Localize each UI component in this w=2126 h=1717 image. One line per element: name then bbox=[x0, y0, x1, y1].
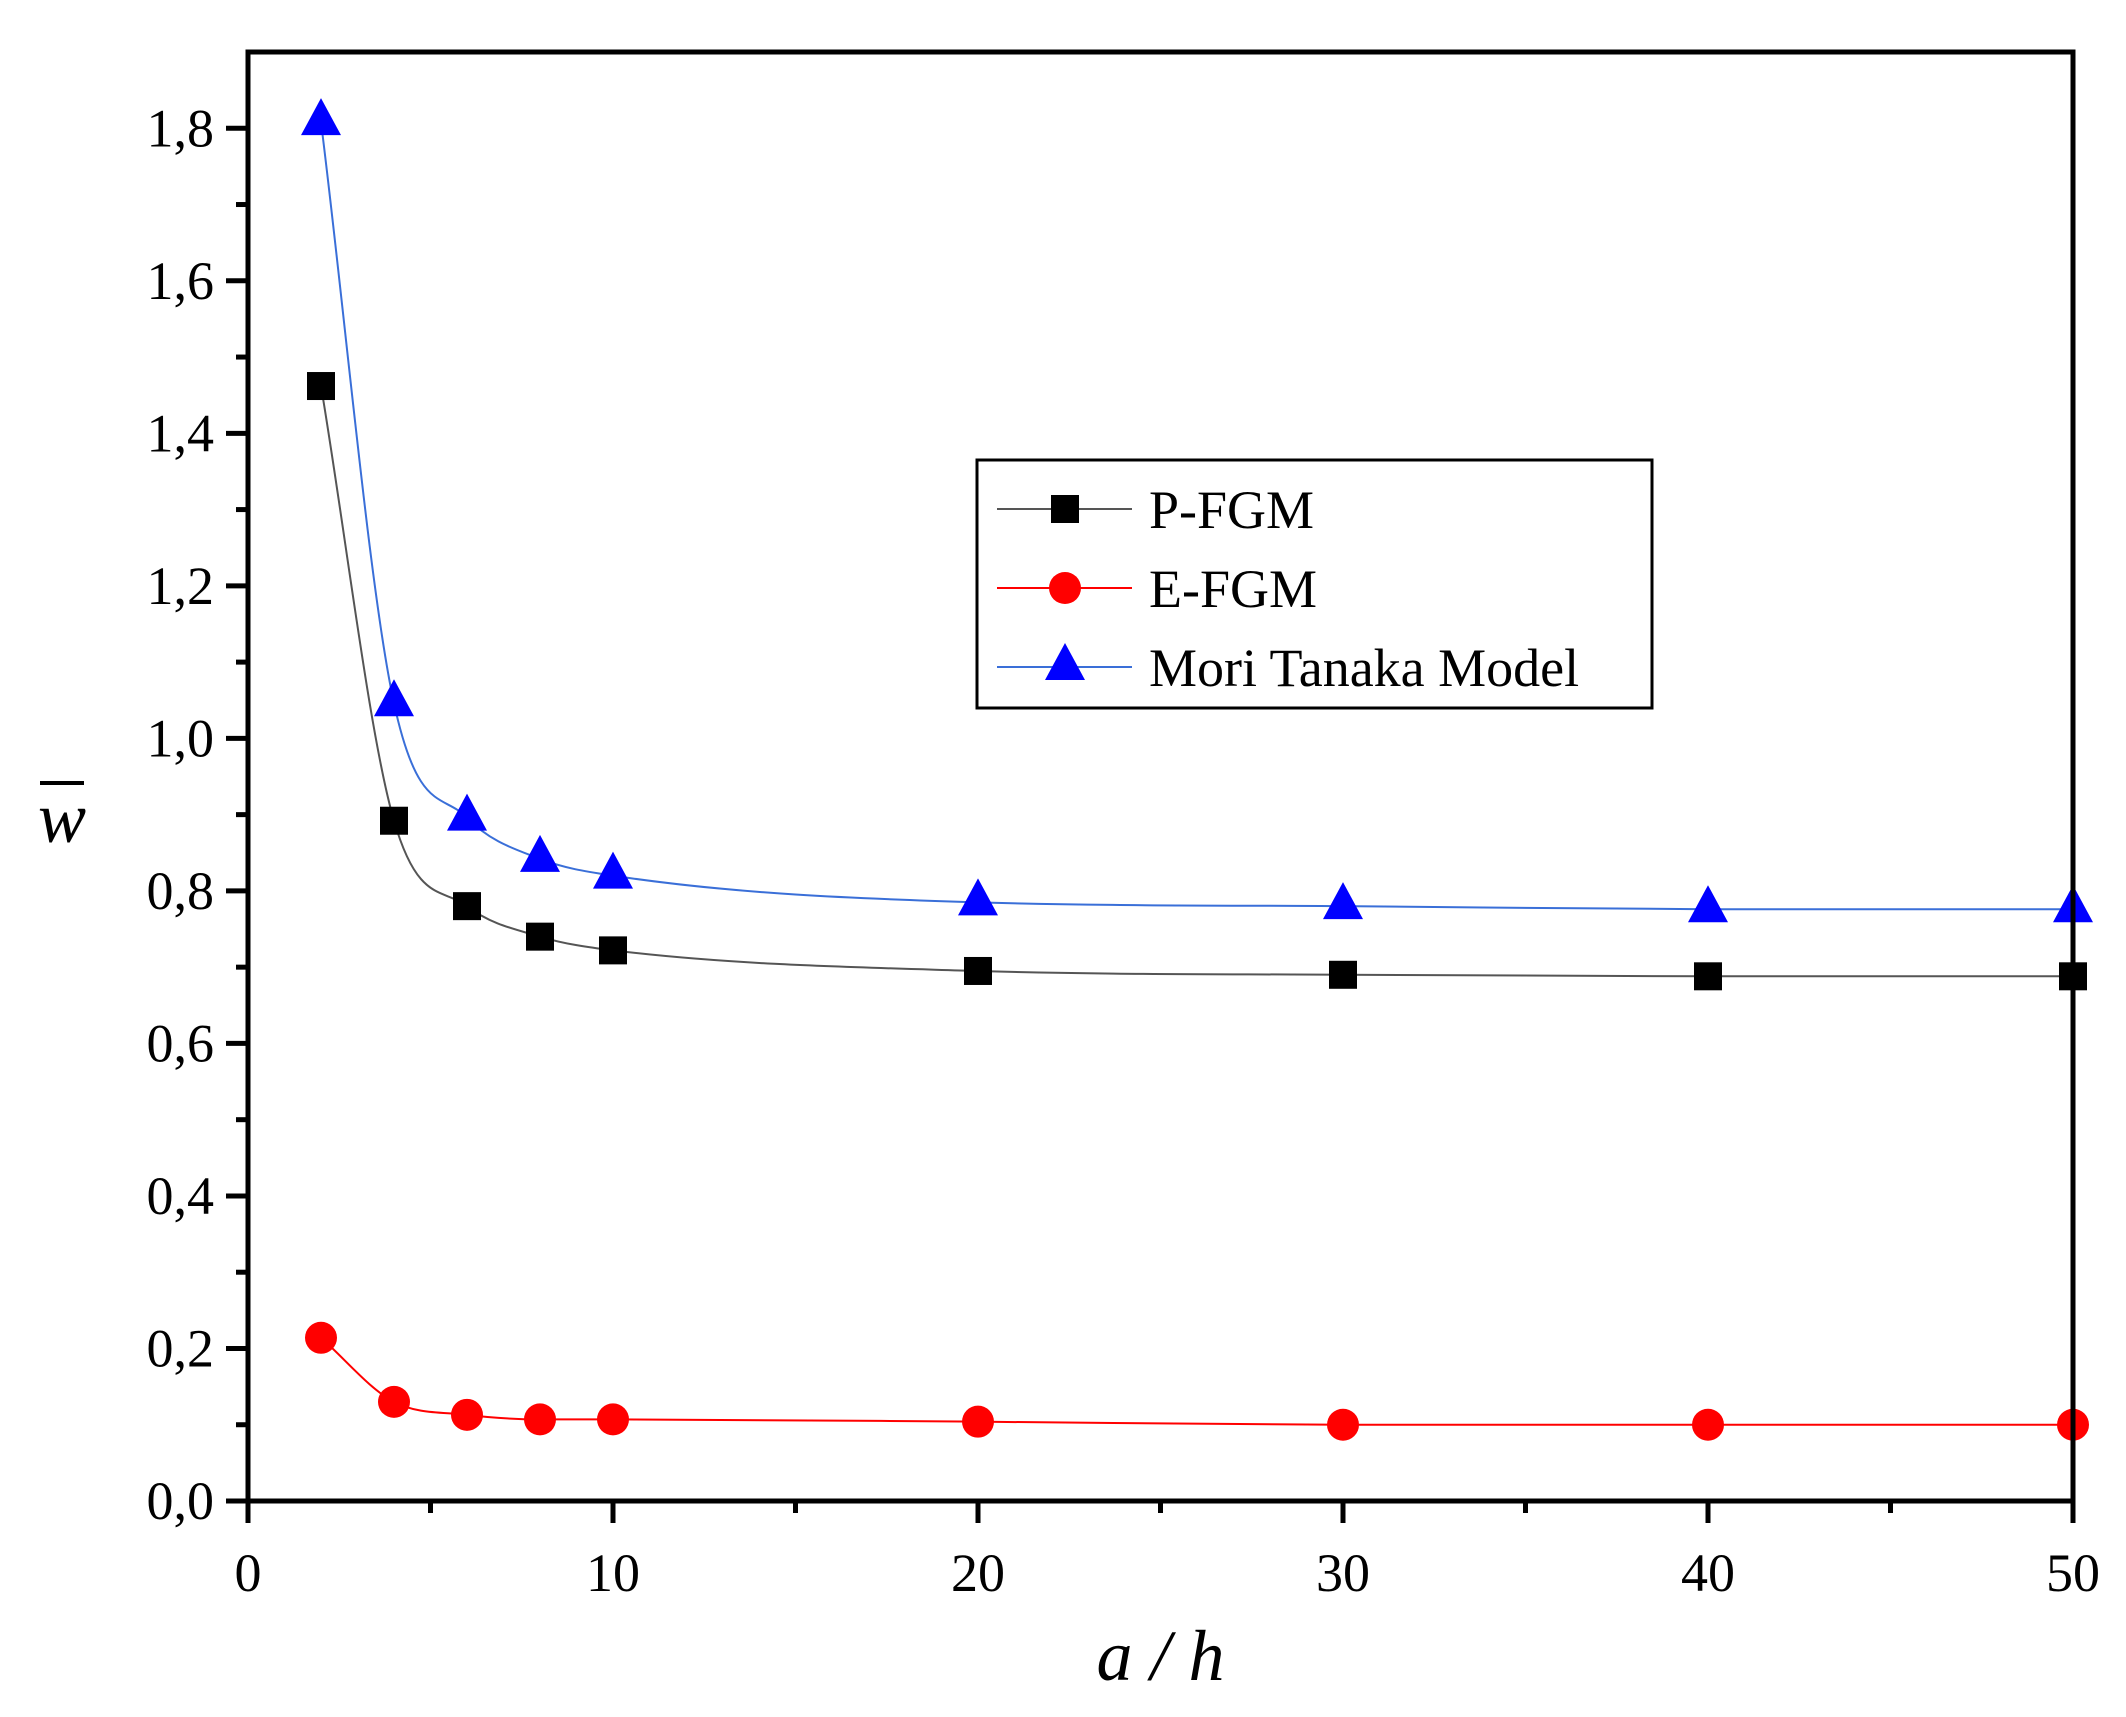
data-point-0 bbox=[964, 956, 992, 985]
data-point-0 bbox=[599, 936, 627, 965]
data-point-2 bbox=[520, 834, 560, 872]
series-curves bbox=[320, 122, 2073, 1426]
legend-marker-2 bbox=[1045, 643, 1085, 680]
legend-label-1: E-FGM bbox=[1149, 559, 1317, 619]
series-markers bbox=[301, 98, 2093, 1441]
x-axis-ticks: 0 10 20 30 40 50 bbox=[235, 1501, 2100, 1603]
legend: P-FGM E-FGM Mori Tanaka Model bbox=[975, 458, 1654, 710]
y-tick-label: 1,0 bbox=[147, 708, 215, 768]
data-point-0 bbox=[453, 892, 481, 921]
data-point-0 bbox=[1694, 962, 1722, 991]
legend-marker-1 bbox=[1049, 572, 1081, 604]
y-tick-label: 1,6 bbox=[147, 251, 215, 311]
legend-marker-0 bbox=[1051, 495, 1079, 523]
data-point-1 bbox=[597, 1403, 629, 1436]
x-tick-label: 50 bbox=[2046, 1543, 2100, 1603]
x-tick-label: 40 bbox=[1681, 1543, 1735, 1603]
data-point-0 bbox=[307, 372, 335, 401]
data-point-1 bbox=[524, 1403, 556, 1436]
data-point-0 bbox=[526, 922, 554, 951]
y-axis-label: w bbox=[38, 778, 86, 858]
y-tick-label: 1,8 bbox=[147, 98, 215, 158]
x-tick-label: 0 bbox=[235, 1543, 262, 1603]
series-line-1 bbox=[320, 1337, 2073, 1426]
x-tick-label: 10 bbox=[586, 1543, 640, 1603]
y-tick-label: 1,2 bbox=[147, 556, 215, 616]
data-point-1 bbox=[1692, 1408, 1724, 1441]
data-point-2 bbox=[958, 878, 998, 916]
legend-label-0: P-FGM bbox=[1149, 480, 1314, 540]
data-point-2 bbox=[374, 679, 414, 717]
y-tick-label: 0,4 bbox=[147, 1166, 215, 1226]
data-point-1 bbox=[378, 1385, 410, 1418]
y-tick-label: 0,0 bbox=[147, 1471, 215, 1531]
legend-label-2: Mori Tanaka Model bbox=[1149, 638, 1579, 698]
x-tick-label: 20 bbox=[951, 1543, 1005, 1603]
data-point-1 bbox=[962, 1405, 994, 1438]
data-point-0 bbox=[1329, 960, 1357, 989]
x-axis-label: a / h bbox=[1096, 1616, 1224, 1696]
y-axis-ticks: 0,0 0,2 0,4 0,6 0,8 1,0 1,2 1,4 1,6 1,8 bbox=[147, 98, 248, 1531]
plot-frame bbox=[245, 49, 2076, 1504]
data-point-0 bbox=[380, 806, 408, 835]
y-tick-label: 0,2 bbox=[147, 1318, 215, 1378]
data-point-2 bbox=[447, 793, 487, 831]
data-point-2 bbox=[301, 98, 341, 136]
data-point-2 bbox=[1323, 882, 1363, 920]
y-tick-label: 0,8 bbox=[147, 861, 215, 921]
x-tick-label: 30 bbox=[1316, 1543, 1370, 1603]
data-point-1 bbox=[1327, 1408, 1359, 1441]
y-tick-label: 1,4 bbox=[147, 403, 215, 463]
data-point-2 bbox=[1688, 885, 1728, 923]
data-point-1 bbox=[451, 1398, 483, 1431]
data-point-2 bbox=[593, 851, 633, 889]
data-point-1 bbox=[305, 1321, 337, 1354]
y-tick-label: 0,6 bbox=[147, 1013, 215, 1073]
